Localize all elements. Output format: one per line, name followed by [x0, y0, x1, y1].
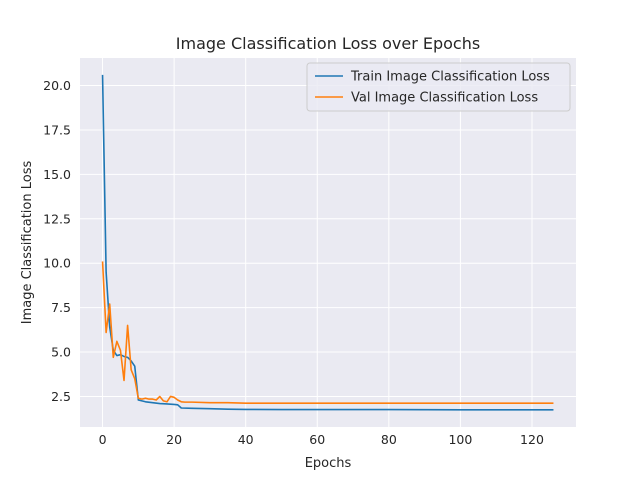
y-tick-label: 15.0 — [43, 167, 71, 182]
y-tick-label: 2.5 — [51, 389, 71, 404]
x-tick-label: 60 — [309, 432, 325, 447]
legend-entry-val: Val Image Classification Loss — [351, 91, 538, 106]
x-tick-label: 0 — [99, 432, 107, 447]
x-tick-label: 80 — [381, 432, 397, 447]
y-tick-label: 10.0 — [43, 256, 71, 271]
x-tick-label: 120 — [520, 432, 544, 447]
y-tick-label: 12.5 — [43, 211, 71, 226]
chart-title: Image Classification Loss over Epochs — [176, 34, 480, 53]
y-tick-label: 5.0 — [51, 345, 71, 360]
series-line-train — [101, 74, 554, 411]
x-tick-labels: 0 20 40 60 80 100 120 — [99, 432, 544, 447]
series-layer — [101, 74, 554, 411]
y-tick-label: 7.5 — [51, 300, 71, 315]
legend: Train Image Classification Loss Val Imag… — [306, 62, 571, 112]
x-axis-label: Epochs — [305, 456, 352, 471]
x-tick-label: 40 — [238, 432, 254, 447]
legend-box — [306, 62, 571, 112]
plot-area — [80, 58, 576, 427]
legend-entry-train: Train Image Classification Loss — [350, 70, 550, 85]
y-axis-label: Image Classification Loss — [20, 161, 35, 325]
y-tick-label: 17.5 — [43, 122, 71, 137]
x-tick-label: 100 — [448, 432, 472, 447]
series-line-val — [101, 261, 554, 404]
y-tick-label: 20.0 — [43, 78, 71, 93]
y-tick-labels: 2.5 5.0 7.5 10.0 12.5 15.0 17.5 20.0 — [43, 78, 71, 404]
x-tick-label: 20 — [166, 432, 182, 447]
